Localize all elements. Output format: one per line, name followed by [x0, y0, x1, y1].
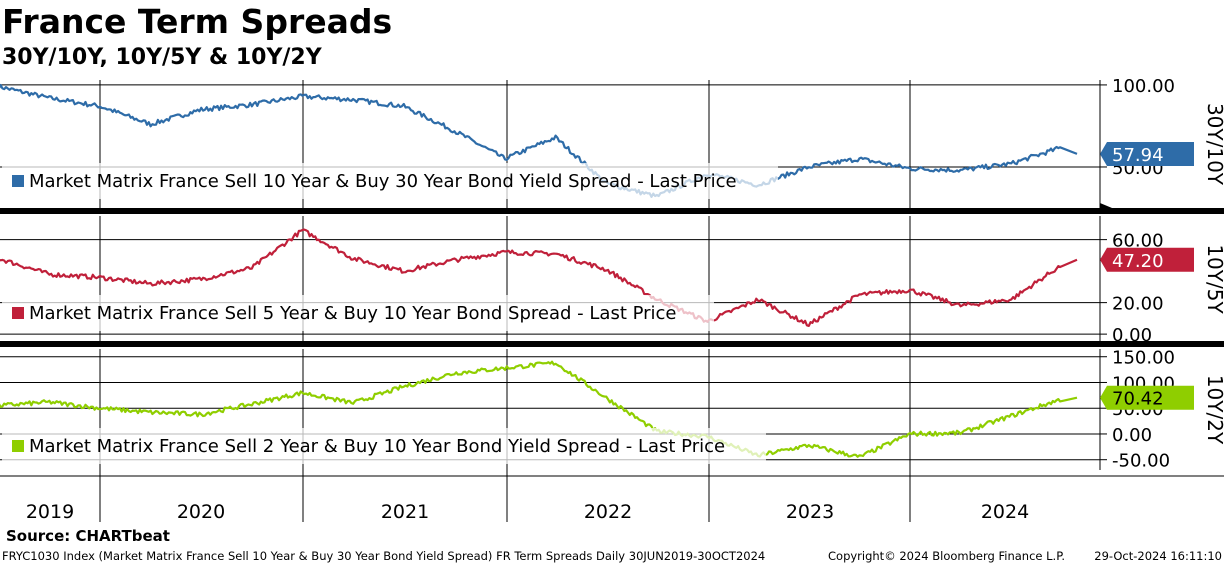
legend-label: Market Matrix France Sell 2 Year & Buy 1…	[29, 436, 725, 457]
legend-box	[2, 295, 714, 331]
x-tick-label: 2023	[786, 501, 834, 523]
series-line	[0, 360, 1078, 458]
legend-swatch	[12, 440, 24, 452]
x-tick-label: 2019	[26, 501, 74, 523]
panel-separator	[0, 341, 1224, 347]
badge-shape	[1100, 141, 1194, 166]
badge-shape	[1100, 385, 1194, 410]
legend-box	[2, 163, 778, 199]
panel-axis-label: 10Y/2Y	[1203, 375, 1224, 445]
x-tick-label: 2020	[177, 501, 225, 523]
footer: FRYC1030 Index (Market Matrix France Sel…	[2, 548, 1222, 564]
separator-arrow	[1100, 203, 1112, 213]
y-tick-label: 60.00	[1112, 231, 1164, 252]
badge-shape	[1100, 247, 1194, 272]
badge-value: 47.20	[1112, 251, 1164, 272]
y-tick-label: 100.00	[1112, 76, 1175, 97]
legend: Market Matrix France Sell 5 Year & Buy 1…	[2, 295, 714, 331]
chart-subtitle: 30Y/10Y, 10Y/5Y & 10Y/2Y	[2, 45, 322, 70]
legend-box	[2, 428, 766, 464]
badge-value: 57.94	[1112, 145, 1164, 166]
series-line	[0, 228, 1078, 327]
y-tick-label: -50.00	[1112, 451, 1170, 472]
series-line	[0, 83, 1078, 198]
footer-copyright: Copyright© 2024 Bloomberg Finance L.P.	[828, 549, 1065, 563]
panel-2: 60.00 20.00 0.00 Market Matrix France Sell …	[0, 216, 1224, 346]
last-value-badge: 70.42	[1100, 385, 1194, 410]
last-value-badge: 57.94	[1100, 141, 1194, 166]
legend: Market Matrix France Sell 2 Year & Buy 1…	[2, 428, 766, 464]
y-tick-label: 0.00	[1112, 425, 1152, 446]
footer-timestamp: 29-Oct-2024 16:11:10	[1094, 549, 1222, 563]
legend-swatch	[12, 175, 24, 187]
panel-axis-label: 30Y/10Y	[1203, 103, 1224, 186]
panel-axis-label: 10Y/5Y	[1203, 244, 1224, 314]
source-note: Source: CHARTbeat	[6, 527, 170, 545]
x-tick-label: 2024	[981, 501, 1029, 523]
legend-swatch	[12, 307, 24, 319]
legend: Market Matrix France Sell 10 Year & Buy …	[2, 163, 778, 199]
badge-value: 70.42	[1112, 389, 1164, 410]
last-value-badge: 47.20	[1100, 247, 1194, 272]
legend-label: Market Matrix France Sell 5 Year & Buy 1…	[29, 303, 677, 324]
y-tick-label: 20.00	[1112, 294, 1164, 315]
panel-separator	[0, 208, 1224, 214]
x-tick-label: 2021	[381, 501, 429, 523]
y-tick-label: 150.00	[1112, 348, 1175, 369]
y-tick-label: 0.00	[1112, 325, 1152, 346]
footer-ticker: FRYC1030 Index (Market Matrix France Sel…	[2, 549, 766, 563]
chart-title: France Term Spreads	[2, 2, 393, 41]
legend-label: Market Matrix France Sell 10 Year & Buy …	[29, 171, 737, 192]
x-tick-label: 2022	[584, 501, 632, 523]
